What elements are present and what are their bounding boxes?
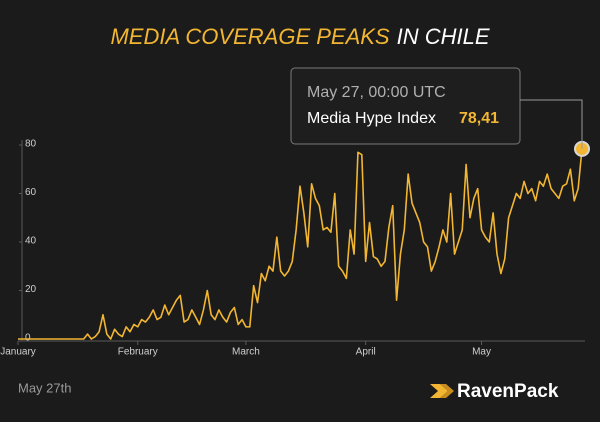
tooltip-label: Media Hype Index (307, 110, 436, 127)
logo-chevron (430, 384, 448, 398)
series-line (18, 148, 583, 340)
x-tick-label: March (232, 347, 260, 358)
brand-name: RavenPack (457, 381, 559, 402)
x-tick-label: February (118, 347, 158, 358)
x-tick-label: January (0, 347, 36, 358)
y-tick-label: 0 (25, 333, 31, 344)
brand-logo: RavenPack (430, 381, 559, 402)
x-tick-label: May (472, 347, 491, 358)
tooltip: May 27, 00:00 UTC Media Hype Index 78,41 (290, 67, 583, 149)
tooltip-leader (520, 99, 583, 149)
title-rest: IN CHILE (397, 24, 490, 49)
logo-chevron (440, 384, 454, 398)
tooltip-box (290, 67, 521, 145)
tooltip-date: May 27, 00:00 UTC (307, 84, 446, 101)
y-tick-label: 20 (25, 284, 37, 295)
y-tick-label: 60 (25, 187, 37, 198)
y-tick-label: 40 (25, 236, 37, 247)
y-tick-label: 80 (25, 139, 37, 150)
footer-date: May 27th (18, 380, 71, 395)
x-tick-label: April (356, 347, 376, 358)
tooltip-value: 78,41 (459, 110, 499, 127)
plot-area: 0 20 40 60 80 January February March April May (0, 139, 590, 358)
title-highlight: MEDIA COVERAGE PEAKS (110, 24, 389, 49)
chart-title: MEDIA COVERAGE PEAKS IN CHILE (110, 24, 489, 49)
